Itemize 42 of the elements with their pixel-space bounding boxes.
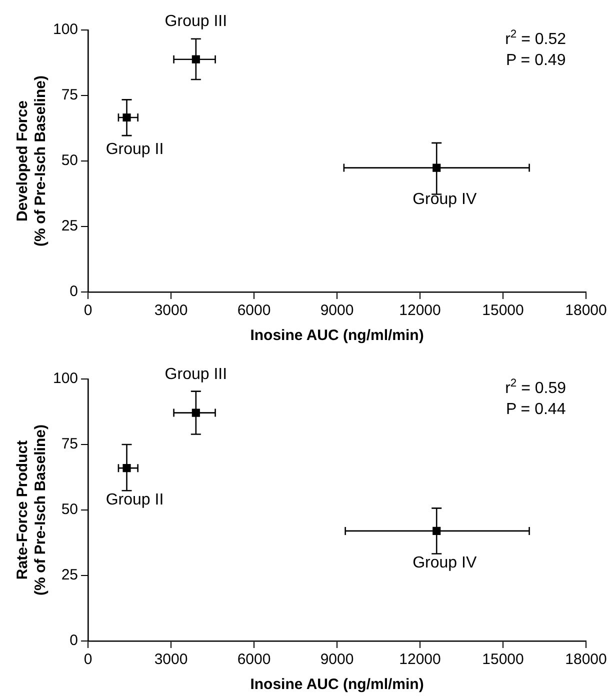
point	[432, 526, 441, 535]
annotation: Group IV	[412, 554, 477, 572]
annotation: Group IV	[412, 191, 477, 208]
y-tick-label: 0	[70, 632, 78, 650]
annotation: Group III	[164, 12, 228, 30]
y-axis-title: Developed Force (% of Pre-Isch Baseline)	[14, 76, 50, 246]
y-tick-label: 100	[52, 21, 78, 38]
point	[122, 464, 131, 472]
x-tick-label: 3000	[154, 651, 188, 668]
annotation: P = 0.44	[506, 401, 566, 418]
point	[192, 408, 200, 417]
x-tick-label: 6000	[237, 651, 271, 668]
y-tick-label: 75	[61, 86, 78, 104]
x-tick-label: 15000	[482, 302, 524, 320]
x-tick-label: 12000	[399, 302, 441, 320]
y-tick-label: 50	[61, 152, 78, 170]
x-tick-label: 9000	[320, 651, 354, 668]
annotation: Group II	[106, 140, 164, 158]
y-tick-label: 100	[52, 370, 78, 388]
point	[122, 113, 131, 122]
x-tick-label: 0	[84, 302, 92, 320]
x-tick-label: 9000	[320, 302, 354, 320]
x-tick-label: 12000	[399, 651, 441, 668]
x-tick-label: 18000	[565, 651, 607, 668]
y-axis-title: Rate-Force Product (% of Pre-Isch Baseline)	[14, 424, 50, 596]
x-axis-title: Inosine AUC (ng/ml/min)	[250, 676, 424, 694]
x-tick-label: 3000	[154, 302, 188, 320]
annotation: P = 0.49	[506, 52, 566, 69]
x-tick-label: 0	[84, 651, 92, 668]
x-tick-label: 15000	[482, 651, 524, 668]
x-tick-label: 6000	[237, 302, 271, 320]
point	[432, 164, 441, 172]
y-tick-label: 25	[61, 218, 78, 235]
point	[192, 55, 200, 64]
y-tick-label: 50	[61, 501, 78, 518]
y-tick-label: 0	[70, 283, 78, 300]
annotation: Group II	[106, 491, 164, 508]
y-tick-label: 75	[61, 436, 78, 453]
annotation: Group III	[164, 366, 228, 384]
y-tick-label: 25	[61, 566, 78, 584]
x-axis-title: Inosine AUC (ng/ml/min)	[250, 327, 424, 344]
x-tick-label: 18000	[565, 302, 607, 320]
